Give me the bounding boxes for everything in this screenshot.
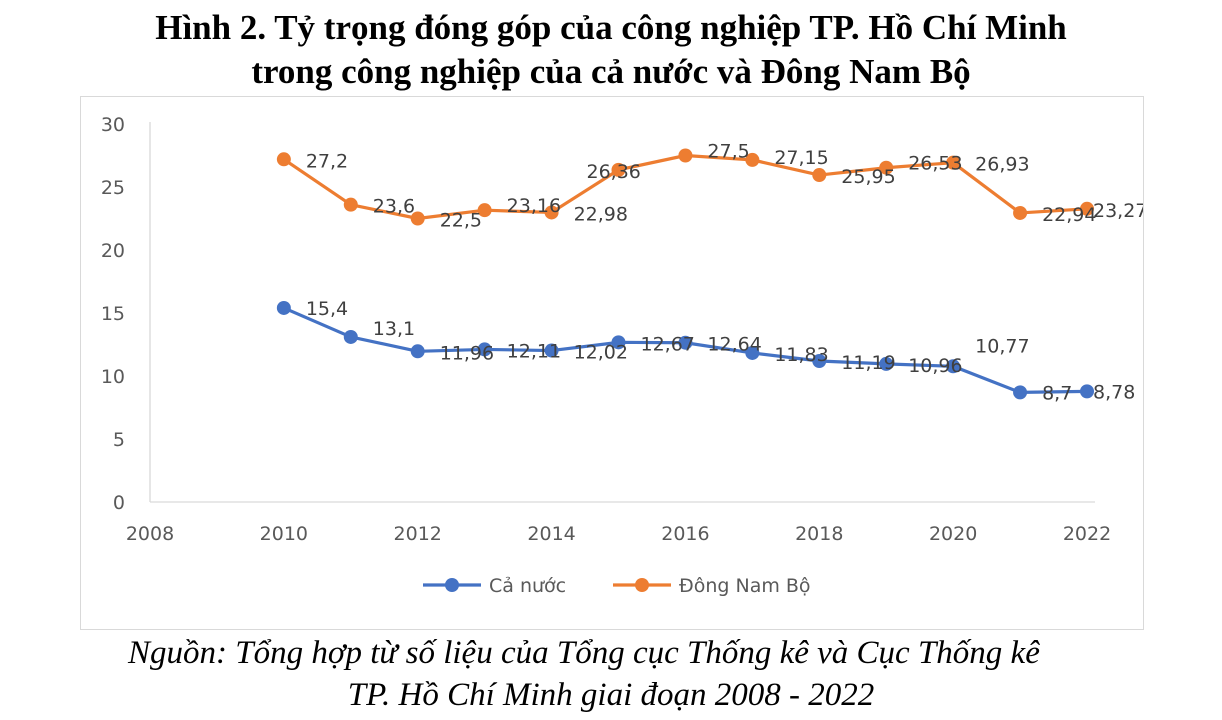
data-point: [343, 197, 358, 212]
data-label: 25,95: [841, 166, 895, 188]
legend-label: Đông Nam Bộ: [679, 575, 811, 597]
data-point: [276, 152, 291, 167]
data-label: 27,15: [774, 147, 828, 169]
data-point: [1013, 385, 1028, 400]
data-point: [745, 345, 760, 360]
data-label: 11,83: [774, 344, 828, 366]
data-label: 22,98: [574, 203, 628, 225]
line-chart: 0 5 10 15 20 25 30 2008 2010 2012 2014 2016 2018 2020…: [101, 114, 1148, 597]
data-label: 10,77: [975, 335, 1029, 357]
data-point: [946, 155, 961, 170]
data-label: 12,67: [641, 333, 695, 355]
data-point: [477, 342, 492, 357]
data-label: 13,1: [373, 318, 415, 340]
x-tick-label: 2014: [527, 523, 575, 545]
data-point: [1080, 384, 1094, 399]
source-line-2: TP. Hồ Chí Minh giai đoạn 2008 - 2022: [347, 677, 875, 713]
data-label: 26,53: [908, 153, 962, 175]
data-label: 11,19: [841, 352, 895, 374]
data-point: [410, 211, 425, 226]
data-point: [611, 162, 626, 177]
data-point: [879, 160, 894, 175]
data-point: [1080, 201, 1094, 216]
data-label: 12,02: [574, 342, 628, 364]
data-point: [812, 354, 827, 369]
data-label: 15,4: [306, 298, 348, 320]
data-label: 8,7: [1042, 382, 1072, 404]
data-label: 26,93: [975, 154, 1029, 176]
y-tick-label: 20: [101, 240, 125, 262]
data-point: [678, 148, 693, 163]
source-line-1: Nguồn: Tổng hợp từ số liệu của Tổng cục …: [128, 635, 1040, 671]
y-tick-label: 15: [101, 303, 125, 325]
y-tick-label: 30: [101, 114, 125, 136]
data-label: 23,16: [507, 195, 561, 217]
legend-label: Cả nước: [489, 575, 566, 597]
data-point: [343, 329, 358, 344]
x-tick-label: 2016: [661, 523, 709, 545]
data-point: [946, 359, 961, 374]
data-point: [879, 356, 894, 371]
title-line-1: Hình 2. Tỷ trọng đóng góp của công nghiệ…: [155, 8, 1067, 47]
chart-area: 0 5 10 15 20 25 30 2008 2010 2012 2014 2016 2018 2020…: [80, 96, 1148, 630]
data-point: [611, 335, 626, 350]
data-label: 22,94: [1042, 204, 1096, 226]
data-point: [544, 343, 559, 358]
data-point: [544, 205, 559, 220]
data-label: 10,96: [908, 355, 962, 377]
data-label: 27,2: [306, 150, 348, 172]
x-tick-label: 2012: [394, 523, 442, 545]
y-tick-label: 0: [113, 492, 125, 514]
y-tick-label: 5: [113, 429, 125, 451]
data-label: 27,5: [707, 141, 749, 163]
data-label: 11,96: [440, 342, 494, 364]
data-label: 12,11: [507, 340, 561, 362]
data-label: 8,78: [1093, 381, 1135, 403]
x-tick-label: 2010: [260, 523, 308, 545]
data-point: [276, 300, 291, 315]
x-tick-label: 2008: [126, 523, 174, 545]
y-tick-label: 10: [101, 366, 125, 388]
x-tick-label: 2022: [1063, 523, 1111, 545]
data-point: [477, 203, 492, 218]
data-point: [812, 168, 827, 183]
data-point: [1013, 205, 1028, 220]
legend-marker: [445, 578, 459, 592]
data-point: [678, 335, 693, 350]
x-tick-label: 2020: [929, 523, 977, 545]
data-label: 23,6: [373, 196, 415, 218]
chart-title: Hình 2. Tỷ trọng đóng góp của công nghiệ…: [0, 6, 1222, 94]
data-label: 12,64: [707, 334, 761, 356]
x-tick-label: 2018: [795, 523, 843, 545]
title-line-2: trong công nghiệp của cả nước và Đông Na…: [251, 52, 971, 91]
y-tick-label: 25: [101, 177, 125, 199]
data-label: 23,27: [1093, 200, 1143, 222]
legend-marker: [635, 578, 649, 592]
data-point: [410, 344, 425, 359]
data-label: 22,5: [440, 210, 482, 232]
data-label: 26,36: [587, 161, 641, 183]
data-point: [745, 152, 760, 167]
